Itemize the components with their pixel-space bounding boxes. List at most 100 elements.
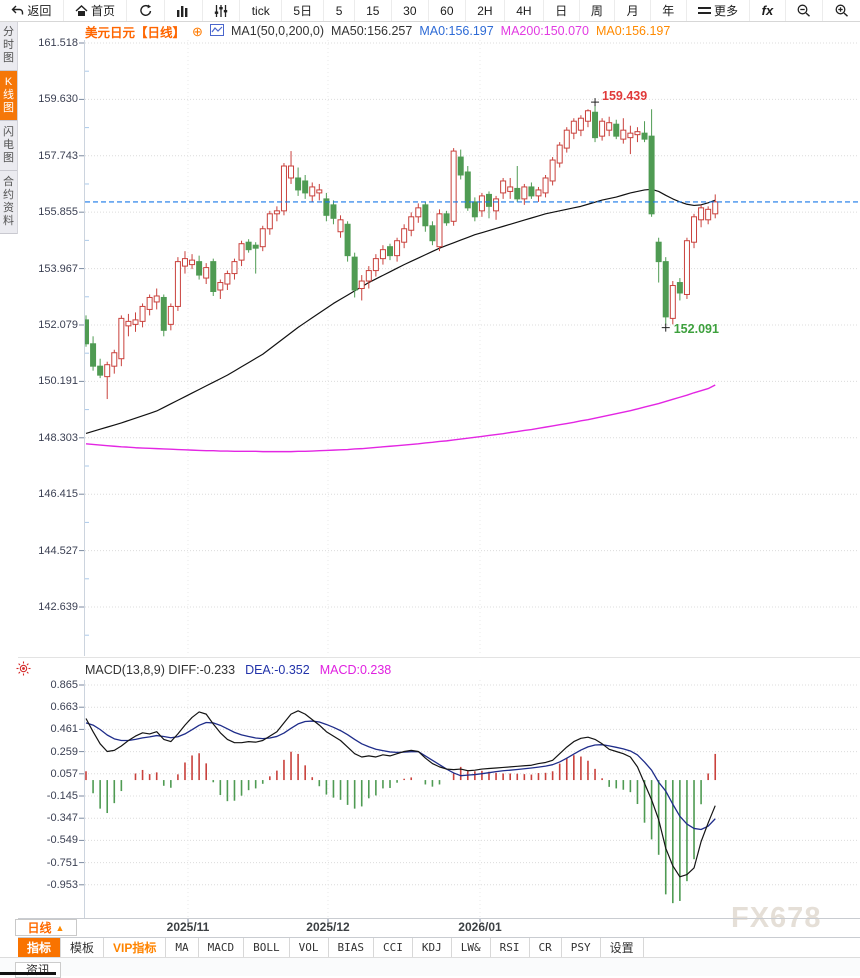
high-price-annotation: 159.439 bbox=[602, 89, 648, 104]
main-y-tick-label: 142.639 bbox=[38, 601, 78, 613]
toolbar-home[interactable]: 首页 bbox=[62, 0, 127, 21]
macd-y-tick-label: 0.865 bbox=[50, 679, 78, 691]
toolbar-h2-label: 2H bbox=[477, 3, 493, 18]
symbol-name: 美元日元【日线】 bbox=[85, 25, 186, 40]
toolbar-fx-label: fx bbox=[761, 3, 774, 18]
macd-y-tick-label: -0.549 bbox=[46, 834, 78, 847]
toolbar-h4-label: 4H bbox=[516, 3, 532, 18]
indicator-sun-icon[interactable] bbox=[16, 661, 31, 676]
toolbar-m60[interactable]: 60 bbox=[427, 0, 465, 21]
macd-y-tick-label: 0.259 bbox=[50, 745, 78, 758]
period-selector-button[interactable]: 日线 ▲ bbox=[15, 919, 77, 936]
pane-divider bbox=[18, 657, 860, 658]
main-y-tick-label: 148.303 bbox=[38, 431, 78, 444]
top-toolbar: 返回 首页 tick 5日 5 15 30 60 2H 4H 日 周 月 年 更多 fx bbox=[0, 0, 860, 22]
toolbar-h4[interactable]: 4H bbox=[503, 0, 543, 21]
toolbar-day[interactable]: 日 bbox=[542, 0, 579, 21]
tab-BIAS[interactable]: BIAS bbox=[329, 938, 374, 957]
news-tab[interactable]: 资讯 bbox=[15, 962, 61, 978]
macd-header: MACD(13,8,9) DIFF:-0.233 DEA:-0.352 MACD… bbox=[85, 662, 391, 677]
toolbar-m30-label: 30 bbox=[403, 3, 417, 18]
tab-指标[interactable]: 指标 bbox=[18, 938, 62, 957]
main-y-tick-label: 152.079 bbox=[38, 318, 78, 331]
main-y-tick-label: 155.855 bbox=[38, 206, 78, 219]
macd-y-tick-label: -0.347 bbox=[46, 812, 78, 825]
tab-BOLL[interactable]: BOLL bbox=[244, 938, 290, 957]
main-y-tick-label: 161.518 bbox=[38, 37, 78, 49]
macd-y-tick-label: -0.145 bbox=[46, 790, 78, 802]
main-y-tick-label: 153.967 bbox=[38, 262, 78, 275]
toolbar-refresh-icon[interactable] bbox=[126, 0, 164, 21]
toolbar-year[interactable]: 年 bbox=[649, 0, 686, 21]
tab-CR[interactable]: CR bbox=[530, 938, 562, 957]
axis-divider bbox=[18, 918, 860, 919]
toolbar-week[interactable]: 周 bbox=[578, 0, 615, 21]
toolbar-month-label: 月 bbox=[626, 4, 639, 18]
period-selector-label: 日线 bbox=[27, 921, 52, 935]
toolbar-m60-label: 60 bbox=[440, 3, 454, 18]
bottom-black-strip bbox=[0, 972, 56, 975]
x-axis-month-label: 2025/11 bbox=[166, 920, 210, 934]
news-band: 资讯 bbox=[0, 957, 860, 978]
symbol-settings-icon[interactable]: ⊕ bbox=[192, 23, 203, 39]
main-y-tick-label: 159.630 bbox=[38, 93, 78, 106]
toolbar-back[interactable]: 返回 bbox=[0, 0, 63, 21]
macd-y-tick-label: -0.953 bbox=[46, 878, 78, 891]
up-triangle-icon: ▲ bbox=[55, 922, 65, 933]
tab-MACD[interactable]: MACD bbox=[199, 938, 245, 957]
macd-macd-label: MACD:0.238 bbox=[319, 662, 392, 677]
toolbar-m5-label: 5 bbox=[335, 3, 343, 18]
ma200-label: MA200:150.070 bbox=[500, 24, 589, 38]
main-y-tick-label: 144.527 bbox=[38, 544, 78, 557]
ma-settings-label: MA1(50,0,200,0) MA50:156.257 bbox=[230, 24, 413, 38]
tab-设置[interactable]: 设置 bbox=[601, 938, 644, 957]
toolbar-month[interactable]: 月 bbox=[614, 0, 650, 21]
toolbar-zoom-out-icon[interactable] bbox=[784, 0, 823, 21]
tab-KDJ[interactable]: KDJ bbox=[413, 938, 452, 957]
macd-dea-label: DEA:-0.352 bbox=[245, 662, 310, 677]
main-y-tick-label: 150.191 bbox=[38, 375, 78, 388]
toolbar-indicator-sliders-icon[interactable] bbox=[201, 0, 240, 21]
toolbar-more-label: 更多 bbox=[713, 4, 738, 18]
main-y-tick-label: 146.415 bbox=[38, 488, 78, 501]
tab-RSI[interactable]: RSI bbox=[491, 938, 530, 957]
tab-LW&[interactable]: LW& bbox=[452, 938, 491, 957]
tab-VIP指标[interactable]: VIP指标 bbox=[104, 938, 167, 957]
macd-y-tick-label: 0.461 bbox=[50, 723, 78, 736]
toolbar-tick[interactable]: tick bbox=[239, 0, 281, 21]
toolbar-fx[interactable]: fx bbox=[749, 0, 784, 21]
left-sidebar: 分时图 K线图 闪电图 合约资料 bbox=[0, 21, 18, 234]
sidebar-item-lightning[interactable]: 闪电图 bbox=[0, 121, 17, 171]
tab-模板[interactable]: 模板 bbox=[61, 938, 105, 957]
sidebar-item-kline[interactable]: K线图 bbox=[0, 71, 17, 121]
x-axis-month-label: 2025/12 bbox=[306, 920, 350, 934]
tab-MA[interactable]: MA bbox=[166, 938, 199, 957]
x-axis-month-label: 2026/01 bbox=[458, 920, 502, 934]
sidebar-item-contract-info[interactable]: 合约资料 bbox=[0, 171, 17, 234]
main-y-tick-label: 157.743 bbox=[38, 149, 78, 162]
macd-y-tick-label: 0.663 bbox=[50, 701, 78, 714]
toolbar-m5[interactable]: 5 bbox=[323, 0, 353, 21]
toolbar-year-label: 年 bbox=[662, 4, 675, 18]
toolbar-day-label: 日 bbox=[555, 4, 568, 18]
tab-CCI[interactable]: CCI bbox=[374, 938, 413, 957]
toolbar-chart-style-icon[interactable] bbox=[164, 0, 202, 21]
toolbar-m30[interactable]: 30 bbox=[390, 0, 428, 21]
low-price-annotation: 152.091 bbox=[673, 321, 719, 336]
toolbar-5d[interactable]: 5日 bbox=[281, 0, 323, 21]
tab-PSY[interactable]: PSY bbox=[562, 938, 601, 957]
macd-y-tick-label: -0.751 bbox=[46, 856, 78, 869]
toolbar-h2[interactable]: 2H bbox=[464, 0, 504, 21]
sidebar-item-time-share[interactable]: 分时图 bbox=[0, 21, 17, 71]
mini-chart-icon[interactable] bbox=[209, 23, 224, 39]
toolbar-m15[interactable]: 15 bbox=[353, 0, 391, 21]
tab-VOL[interactable]: VOL bbox=[290, 938, 329, 957]
toolbar-5d-label: 5日 bbox=[293, 4, 313, 18]
toolbar-zoom-in-icon[interactable] bbox=[822, 0, 860, 21]
toolbar-home-label: 首页 bbox=[91, 4, 116, 18]
macd-y-tick-label: 0.057 bbox=[50, 767, 78, 780]
toolbar-more[interactable]: 更多 bbox=[685, 0, 750, 21]
toolbar-m15-label: 15 bbox=[366, 3, 380, 18]
